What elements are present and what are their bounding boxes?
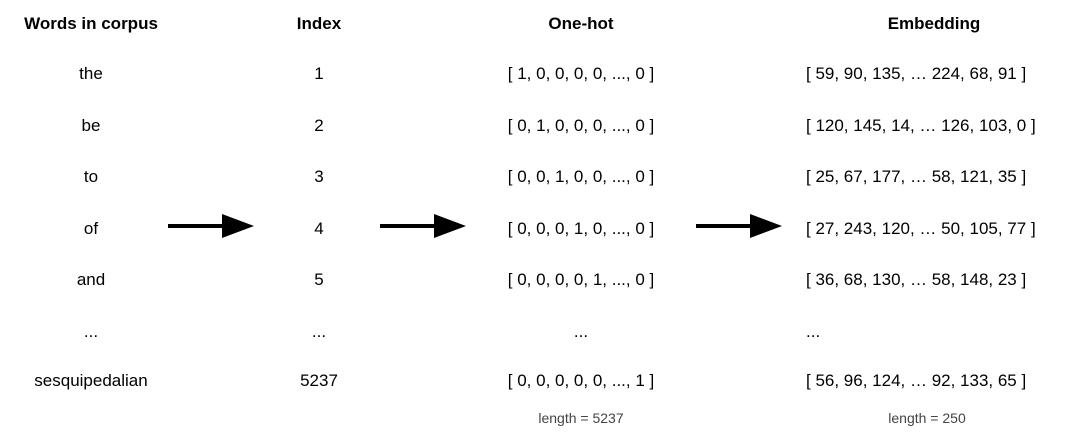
embedding-cell: [ 56, 96, 124, … 92, 133, 65 ] — [806, 371, 1027, 390]
onehot-cell: [ 1, 0, 0, 0, 0, ..., 0 ] — [507, 64, 655, 83]
embedding-cell: [ 27, 243, 120, … 50, 105, 77 ] — [806, 219, 1036, 238]
onehot-cell: [ 0, 0, 1, 0, 0, ..., 0 ] — [507, 167, 655, 186]
word-cell: be — [81, 116, 101, 135]
onehot-length-note: length = 5237 — [538, 410, 624, 426]
word-cell: to — [83, 167, 99, 186]
embedding-cell: ... — [806, 322, 821, 341]
index-cell: 4 — [314, 219, 324, 238]
onehot-cell: [ 0, 0, 0, 1, 0, ..., 0 ] — [507, 219, 655, 238]
word-cell: the — [79, 64, 103, 83]
onehot-cell: [ 0, 1, 0, 0, 0, ..., 0 ] — [507, 116, 655, 135]
embedding-cell: [ 25, 67, 177, … 58, 121, 35 ] — [806, 167, 1027, 186]
arrow-right-icon — [380, 214, 466, 238]
arrow-right-icon — [168, 214, 254, 238]
index-cell: 5237 — [300, 371, 338, 390]
index-cell: 3 — [314, 167, 324, 186]
word-cell: and — [76, 270, 106, 289]
index-cell: 1 — [314, 64, 324, 83]
index-cell: ... — [311, 322, 327, 341]
arrow-right-icon — [696, 214, 782, 238]
word-cell: ... — [83, 322, 99, 341]
embedding-length-note: length = 250 — [888, 410, 966, 426]
onehot-cell: ... — [573, 322, 589, 341]
index-cell: 2 — [314, 116, 324, 135]
onehot-cell: [ 0, 0, 0, 0, 1, ..., 0 ] — [507, 270, 655, 289]
word-cell: sesquipedalian — [34, 371, 148, 390]
words-header: Words in corpus — [24, 14, 158, 33]
embedding-cell: [ 36, 68, 130, … 58, 148, 23 ] — [806, 270, 1027, 289]
onehot-cell: [ 0, 0, 0, 0, 0, ..., 1 ] — [507, 371, 655, 390]
embedding-cell: [ 120, 145, 14, … 126, 103, 0 ] — [806, 116, 1036, 135]
embedding-cell: [ 59, 90, 135, … 224, 68, 91 ] — [806, 64, 1027, 83]
index-cell: 5 — [314, 270, 324, 289]
word-cell: of — [83, 219, 99, 238]
embedding-header: Embedding — [887, 14, 981, 33]
index-header: Index — [296, 14, 342, 33]
onehot-header: One-hot — [548, 14, 614, 33]
